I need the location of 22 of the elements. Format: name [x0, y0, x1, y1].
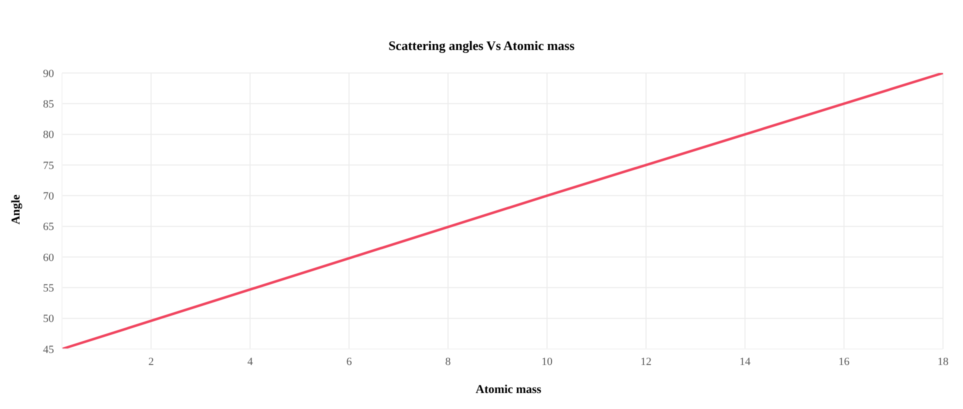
- x-axis-title: Atomic mass: [474, 382, 542, 397]
- x-tick-label: 10: [542, 356, 554, 368]
- y-tick-label: 85: [43, 98, 54, 111]
- x-tick-label: 2: [148, 356, 154, 368]
- y-tick-label: 65: [43, 221, 54, 234]
- x-tick-label: 8: [445, 356, 452, 368]
- y-tick-label: 55: [43, 282, 54, 295]
- x-tick-label: 14: [740, 356, 752, 368]
- x-tick-label: 16: [838, 356, 850, 368]
- x-tick-label: 12: [640, 356, 652, 368]
- y-tick-label: 60: [43, 252, 54, 264]
- y-axis-title: Angle: [8, 194, 24, 224]
- y-tick-label: 75: [43, 160, 54, 172]
- chart-title: Scattering angles Vs Atomic mass: [387, 38, 576, 54]
- x-tick-label: 18: [938, 356, 949, 368]
- y-tick-label: 80: [43, 129, 54, 142]
- y-tick-label: 50: [43, 313, 54, 326]
- y-tick-label: 45: [43, 344, 54, 356]
- x-tick-label: 6: [346, 356, 352, 368]
- x-tick-label: 4: [247, 356, 254, 368]
- y-tick-label: 70: [43, 190, 54, 203]
- y-tick-label: 90: [43, 68, 54, 80]
